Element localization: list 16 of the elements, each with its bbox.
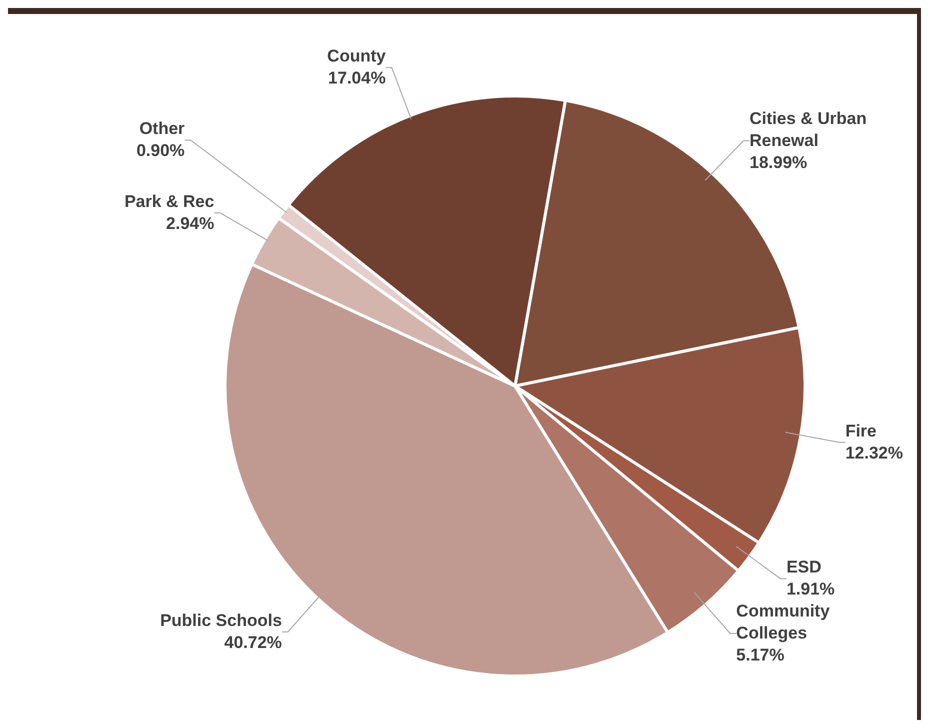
data-label: 18.99% (749, 152, 808, 172)
slice-label: Community Colleges (736, 601, 830, 642)
data-label: 5.17% (736, 645, 784, 664)
data-label: 40.72% (224, 632, 282, 652)
slice-label: Public Schools (160, 610, 282, 630)
slice-label: Cities & Urban Renewal (749, 108, 867, 150)
data-label: 1.91% (786, 580, 835, 599)
data-label: 17.04% (328, 68, 386, 88)
data-label: 12.32% (845, 443, 904, 462)
slice-label: Other (139, 119, 186, 138)
slice-label: Park & Rec (124, 192, 214, 211)
slice-label: ESD (786, 558, 822, 577)
data-label: 0.90% (136, 141, 185, 160)
slice-label: Fire (845, 421, 877, 440)
data-label: 2.94% (166, 214, 214, 233)
slice-label: County (327, 46, 386, 66)
